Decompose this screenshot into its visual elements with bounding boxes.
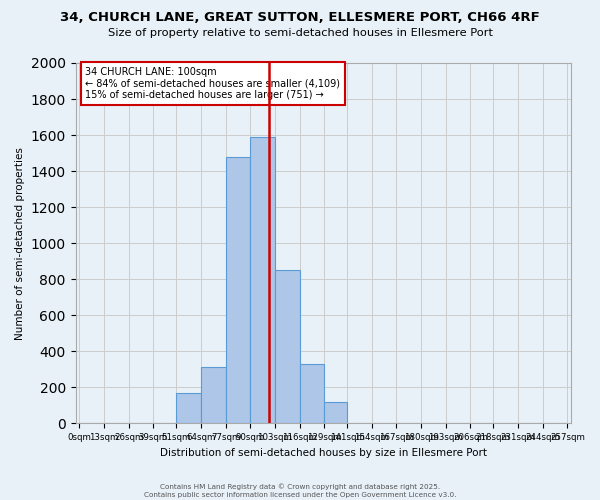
Bar (299, 364, 324, 423)
Text: Size of property relative to semi-detached houses in Ellesmere Port: Size of property relative to semi-detach… (107, 28, 493, 38)
Bar (275, 270, 299, 423)
Bar (176, 392, 201, 423)
Text: 34, CHURCH LANE, GREAT SUTTON, ELLESMERE PORT, CH66 4RF: 34, CHURCH LANE, GREAT SUTTON, ELLESMERE… (60, 11, 540, 24)
X-axis label: Distribution of semi-detached houses by size in Ellesmere Port: Distribution of semi-detached houses by … (160, 448, 487, 458)
Text: Contains HM Land Registry data © Crown copyright and database right 2025.
Contai: Contains HM Land Registry data © Crown c… (144, 484, 456, 498)
Text: 34 CHURCH LANE: 100sqm
← 84% of semi-detached houses are smaller (4,109)
15% of : 34 CHURCH LANE: 100sqm ← 84% of semi-det… (85, 66, 340, 100)
Bar (250, 137, 275, 423)
Bar (324, 402, 347, 423)
Y-axis label: Number of semi-detached properties: Number of semi-detached properties (15, 146, 25, 340)
Bar (226, 156, 250, 423)
Bar (201, 368, 226, 423)
